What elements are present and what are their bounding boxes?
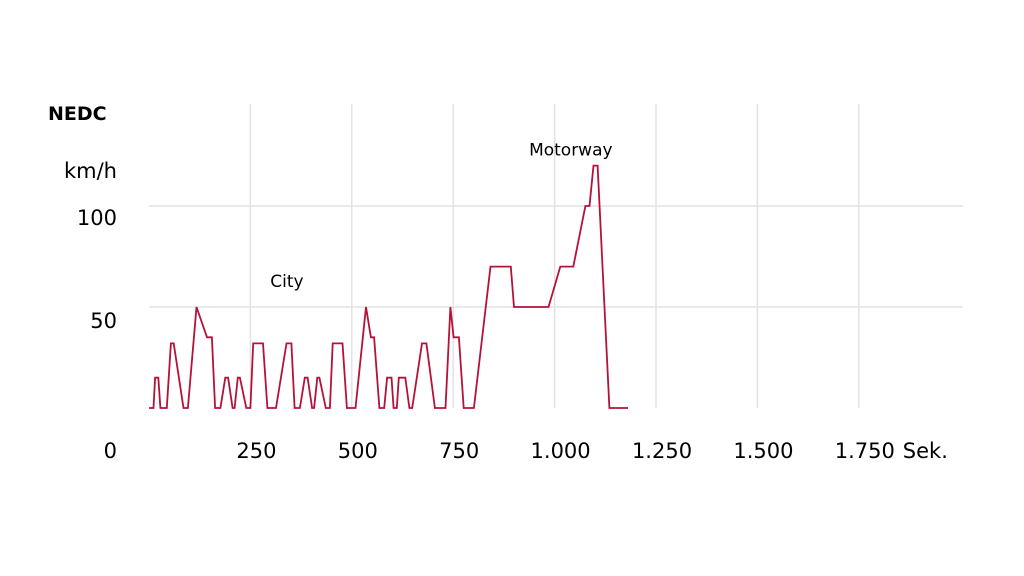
y-tick-labels: 0 50 100 bbox=[77, 206, 117, 463]
x-tick-label-3: 1.000 bbox=[531, 439, 591, 463]
x-tick-label-4: 1.250 bbox=[632, 439, 692, 463]
x-tick-label-1: 500 bbox=[338, 439, 378, 463]
x-tick-label-6: 1.750 bbox=[835, 439, 895, 463]
horizontal-gridlines bbox=[149, 205, 963, 308]
x-tick-label-2: 750 bbox=[439, 439, 479, 463]
y-tick-label-0: 0 bbox=[104, 439, 117, 463]
annotation-0: City bbox=[270, 272, 303, 292]
chart-title: NEDC bbox=[48, 103, 107, 125]
y-tick-label-1: 50 bbox=[90, 309, 117, 333]
x-tick-label-0: 250 bbox=[236, 439, 276, 463]
x-tick-label-5: 1.500 bbox=[733, 439, 793, 463]
x-tick-labels: 250 500 750 1.000 1.250 1.500 1.750 bbox=[236, 439, 895, 463]
series-group bbox=[149, 164, 628, 409]
x-axis-unit-label: Sek. bbox=[903, 439, 948, 463]
y-axis-label: km/h bbox=[64, 159, 117, 183]
vertical-gridlines bbox=[249, 104, 860, 408]
y-tick-label-2: 100 bbox=[77, 206, 117, 230]
chart-annotations: City Motorway bbox=[270, 141, 612, 292]
annotation-1: Motorway bbox=[529, 141, 613, 161]
series-line-0 bbox=[149, 164, 628, 409]
